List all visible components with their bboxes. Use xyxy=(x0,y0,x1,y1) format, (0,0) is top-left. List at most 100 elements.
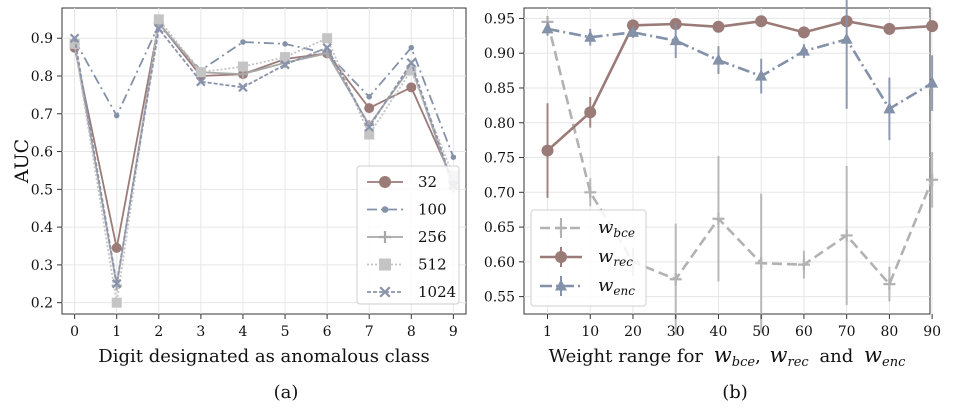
a-ytick-label-7: 0.9 xyxy=(31,31,53,47)
b-point-1-5 xyxy=(755,15,768,28)
a-point-3-5 xyxy=(280,52,291,63)
a-xtick-label-8: 8 xyxy=(407,324,416,340)
a-ytick-label-2: 0.4 xyxy=(31,220,53,236)
chart-b-xlabel-comma1: , xyxy=(755,346,761,367)
a-point-4-4 xyxy=(238,82,248,93)
chart-a-legend-marker-1 xyxy=(381,206,389,213)
a-point-1-9 xyxy=(450,154,457,160)
b-ytick-label-7: 0.90 xyxy=(484,46,515,62)
a-point-4-6 xyxy=(322,42,332,53)
b-point-1-0 xyxy=(541,144,554,157)
b-xtick-label-6: 60 xyxy=(795,324,813,340)
chart-a-legend-label-1: 100 xyxy=(418,201,447,219)
chart-a: 0 1 2 3 4 5 6 7 8 9 0.2 0.3 0.4 0.5 0.6 0.7 0.8 0.9 AUC D… xyxy=(11,7,467,403)
chart-a-panel-label: (a) xyxy=(274,382,299,403)
b-xtick-label-5: 50 xyxy=(752,324,770,340)
chart-a-legend: 32 100 256 512 1024 xyxy=(356,165,460,305)
chart-b-xlabel-w3: w xyxy=(864,343,882,367)
chart-a-ylabel: AUC xyxy=(11,139,33,184)
b-point-0-5 xyxy=(755,257,768,270)
a-xtick-label-6: 6 xyxy=(323,324,332,340)
b-series-line-2 xyxy=(547,27,933,111)
a-xtick-label-9: 9 xyxy=(449,324,458,340)
b-point-0-1 xyxy=(584,186,597,199)
b-series-1 xyxy=(541,15,939,198)
a-xtick-label-0: 0 xyxy=(70,324,79,340)
b-point-1-1 xyxy=(584,106,597,119)
b-point-2-0 xyxy=(541,22,554,34)
a-point-3-4 xyxy=(237,61,248,72)
chart-b-xlabel-w2: w xyxy=(770,343,788,367)
chart-b-xlabel: Weight range for wbce, wrec and wenc xyxy=(549,343,907,371)
chart-a-legend-label-4: 1024 xyxy=(418,283,456,301)
chart-b: 1 10 20 30 40 50 60 70 80 90 0.55 0.60 0.65 0.70 0.75 0… xyxy=(484,0,941,403)
chart-b-legend-marker-1 xyxy=(555,251,567,263)
chart-b-xlabel-prefix: Weight range for xyxy=(549,346,704,367)
chart-b-xlabel-w1: w xyxy=(714,343,732,367)
a-point-4-2 xyxy=(154,23,164,34)
b-ytick-label-5: 0.80 xyxy=(484,116,515,132)
chart-a-legend-label-0: 32 xyxy=(418,173,437,191)
chart-b-legend-w-1: w xyxy=(598,246,614,267)
b-point-1-4 xyxy=(712,20,725,33)
a-point-1-7 xyxy=(366,94,372,100)
b-ytick-label-4: 0.75 xyxy=(484,151,515,167)
b-point-2-7 xyxy=(840,32,853,44)
a-ytick-label-5: 0.7 xyxy=(31,107,53,123)
b-ytick-label-3: 0.70 xyxy=(484,185,515,201)
b-xtick-label-4: 40 xyxy=(710,324,728,340)
b-series-line-1 xyxy=(546,19,933,152)
chart-b-legend-marker-2 xyxy=(555,279,567,291)
b-point-2-5 xyxy=(755,69,768,81)
a-ytick-label-0: 0.2 xyxy=(31,296,53,312)
chart-b-legend-label-0: wbce xyxy=(598,217,635,240)
b-point-2-6 xyxy=(797,44,810,56)
a-point-4-0 xyxy=(69,33,80,44)
b-ytick-label-2: 0.65 xyxy=(484,220,515,236)
a-xtick-label-1: 1 xyxy=(112,324,121,340)
chart-a-legend-label-2: 256 xyxy=(418,228,447,246)
b-xtick-label-0: 1 xyxy=(543,324,552,340)
b-point-2-8 xyxy=(883,102,896,114)
b-xtick-label-3: 30 xyxy=(667,324,685,340)
a-ytick-label-3: 0.5 xyxy=(31,182,53,198)
chart-a-legend-label-3: 512 xyxy=(418,256,447,274)
b-point-2-3 xyxy=(669,34,682,46)
a-xtick-label-3: 3 xyxy=(196,324,205,340)
chart-a-ticks: 0 1 2 3 4 5 6 7 8 9 0.2 0.3 0.4 0.5 0.6 0.7 0.8 0.9 xyxy=(31,31,458,340)
b-point-2-9 xyxy=(926,76,939,88)
a-point-3-8 xyxy=(406,65,417,76)
b-point-1-6 xyxy=(797,26,810,39)
chart-b-legend-marker-0 xyxy=(555,222,567,234)
chart-b-xlabel-sub1: bce xyxy=(732,355,756,370)
a-xtick-label-2: 2 xyxy=(154,324,163,340)
a-xtick-label-5: 5 xyxy=(281,324,290,340)
b-point-2-4 xyxy=(712,53,725,65)
chart-a-grid xyxy=(62,8,466,314)
b-point-0-9 xyxy=(926,173,939,186)
a-point-1-1 xyxy=(113,112,120,119)
a-point-3-1 xyxy=(111,297,122,308)
a-point-4-3 xyxy=(196,76,206,87)
a-ytick-label-1: 0.3 xyxy=(31,258,53,274)
b-point-2-2 xyxy=(626,25,639,37)
chart-b-xlabel-sub2: rec xyxy=(788,355,810,370)
a-series-line-1 xyxy=(73,23,455,158)
chart-b-xlabel-and: and xyxy=(819,346,853,367)
a-point-3-2 xyxy=(153,14,164,25)
b-point-0-4 xyxy=(712,212,725,225)
b-ytick-label-8: 0.95 xyxy=(484,11,515,27)
b-ytick-label-6: 0.85 xyxy=(484,81,515,97)
chart-a-legend-marker-2 xyxy=(379,231,391,243)
b-series-2 xyxy=(541,0,939,141)
chart-a-xlabel: Digit designated as anomalous class xyxy=(98,346,429,367)
chart-b-legend-sub-0: bce xyxy=(613,226,635,240)
b-xtick-label-1: 10 xyxy=(581,324,599,340)
a-point-4-1 xyxy=(111,279,122,289)
a-ytick-label-6: 0.8 xyxy=(31,69,53,85)
b-point-0-6 xyxy=(797,258,810,271)
chart-b-ticks: 1 10 20 30 40 50 60 70 80 90 0.55 0.60 0.65 0.70 0.75 0… xyxy=(484,11,941,340)
a-point-3-6 xyxy=(322,33,333,44)
a-point-3-0 xyxy=(69,38,80,49)
